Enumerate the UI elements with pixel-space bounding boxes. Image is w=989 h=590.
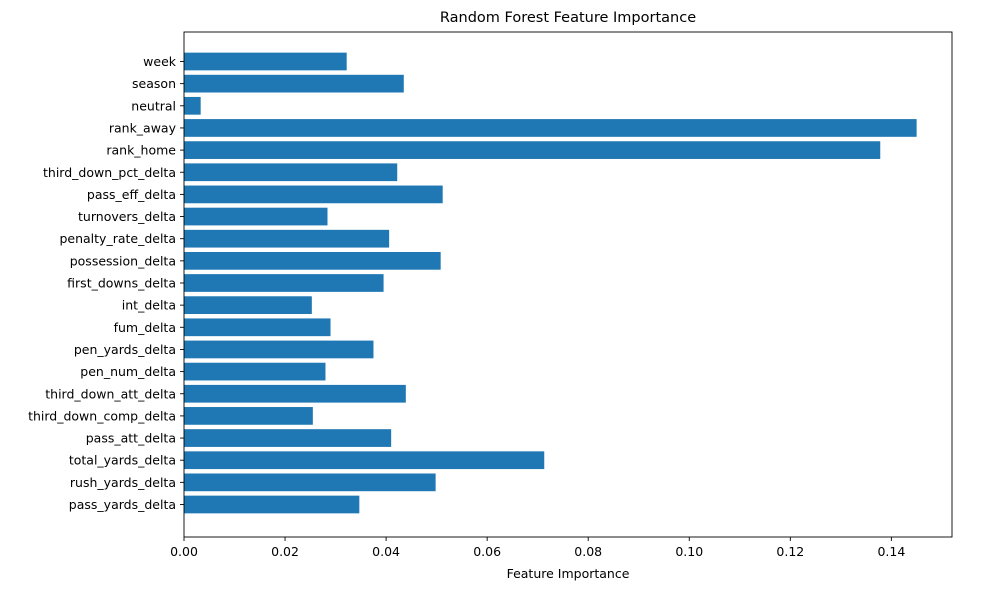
bar-int_delta (184, 296, 312, 315)
bar-pen_yards_delta (184, 340, 374, 359)
y-tick-label: pass_eff_delta (87, 187, 176, 202)
y-tick-label: pen_yards_delta (74, 342, 176, 357)
y-tick-label: rush_yards_delta (70, 475, 176, 490)
y-tick-label: rank_away (109, 120, 177, 135)
x-axis-title: Feature Importance (507, 566, 630, 581)
x-tick-label: 0.08 (574, 544, 602, 559)
bar-week (184, 52, 347, 71)
y-tick-label: third_down_pct_delta (43, 165, 176, 180)
x-tick-label: 0.02 (271, 544, 299, 559)
bar-rank_home (184, 141, 881, 159)
x-tick-label: 0.04 (372, 544, 400, 559)
y-tick-label: total_yards_delta (69, 453, 176, 468)
y-tick-label: pen_num_delta (80, 364, 176, 379)
bar-pass_yards_delta (184, 495, 360, 514)
x-tick-label: 0.00 (170, 544, 198, 559)
bar-third_down_pct_delta (184, 163, 398, 182)
y-tick-label: int_delta (122, 298, 176, 313)
y-axis-ticks: pass_yards_delta rush_yards_delta total_ya… (28, 54, 184, 512)
bar-neutral (184, 96, 201, 115)
chart-title: Random Forest Feature Importance (440, 10, 696, 26)
bar-pass_eff_delta (184, 185, 443, 204)
y-tick-label: week (143, 54, 177, 69)
plot-frame (183, 31, 953, 538)
y-tick-label: pass_att_delta (86, 431, 176, 446)
bar-turnovers_delta (184, 207, 328, 226)
bar-rank_away (184, 119, 917, 137)
bar-first_downs_delta (184, 274, 384, 292)
y-tick-label: rank_home (106, 143, 176, 158)
y-tick-label: third_down_comp_delta (28, 408, 176, 423)
y-tick-label: fum_delta (114, 320, 176, 335)
y-tick-label: penalty_rate_delta (59, 231, 176, 246)
x-tick-label: 0.12 (776, 544, 804, 559)
bar-third_down_att_delta (184, 384, 406, 403)
y-tick-label: pass_yards_delta (69, 497, 176, 512)
y-tick-label: first_downs_delta (67, 276, 176, 291)
bar-penalty_rate_delta (184, 229, 390, 248)
y-tick-label: turnovers_delta (78, 209, 176, 224)
x-axis-ticks: 0.00 0.02 0.04 0.06 0.08 0.10 0.12 0.14 (170, 537, 905, 559)
y-tick-label: third_down_att_delta (45, 386, 176, 401)
y-tick-label: season (132, 76, 176, 91)
bar-total_yards_delta (184, 451, 545, 470)
bars-group (184, 52, 917, 514)
y-tick-label: possession_delta (70, 253, 176, 268)
x-tick-label: 0.14 (877, 544, 905, 559)
x-tick-label: 0.10 (675, 544, 703, 559)
bar-season (184, 74, 404, 93)
y-tick-label: neutral (131, 98, 176, 113)
bar-pass_att_delta (184, 429, 392, 447)
bar-rush_yards_delta (184, 473, 436, 492)
bar-third_down_comp_delta (184, 407, 313, 425)
bar-fum_delta (184, 318, 331, 337)
x-tick-label: 0.06 (473, 544, 501, 559)
bar-pen_num_delta (184, 362, 326, 381)
bar-possession_delta (184, 251, 441, 270)
